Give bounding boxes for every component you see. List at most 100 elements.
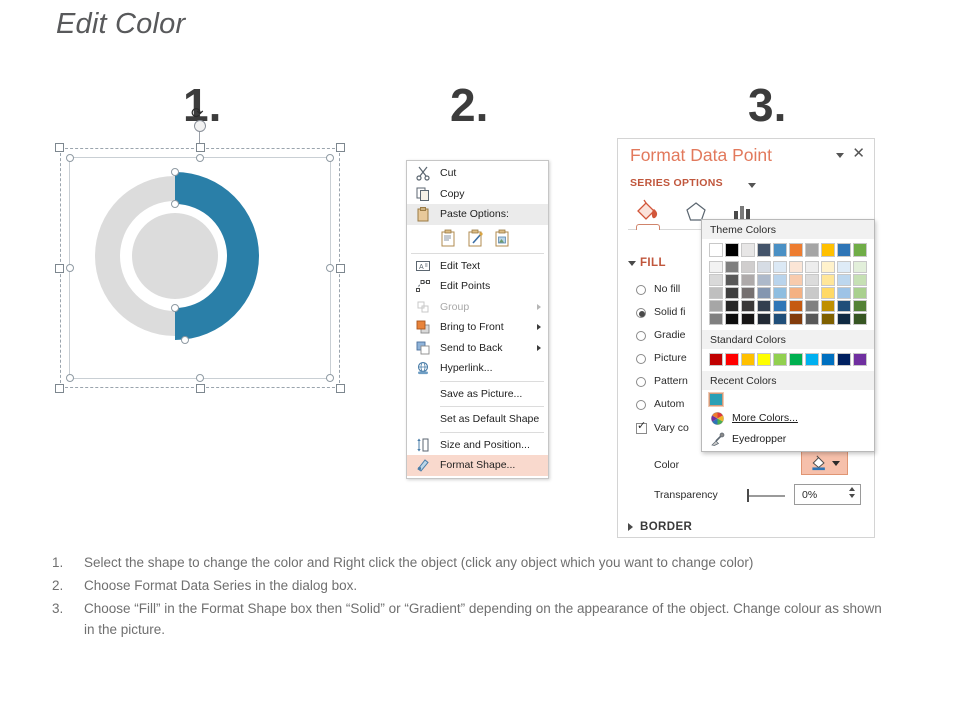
- radio-no-fill[interactable]: No fill: [636, 283, 680, 295]
- resize-handle-s[interactable]: [196, 384, 205, 393]
- color-swatch[interactable]: [709, 261, 723, 273]
- spinner-arrows[interactable]: [849, 487, 855, 498]
- more-colors-action[interactable]: More Colors...: [702, 408, 874, 429]
- paste-picture-icon[interactable]: [494, 229, 512, 247]
- chevron-down-icon[interactable]: [836, 153, 844, 158]
- color-swatch[interactable]: [757, 353, 771, 366]
- chevron-down-icon[interactable]: [628, 261, 636, 266]
- fill-section-header[interactable]: FILL: [640, 257, 666, 269]
- color-swatch[interactable]: [805, 274, 819, 286]
- resize-handle-e[interactable]: [336, 264, 345, 273]
- resize-handle-w[interactable]: [55, 264, 64, 273]
- color-swatch[interactable]: [789, 300, 803, 312]
- color-swatch[interactable]: [709, 287, 723, 299]
- radio-picture-fill[interactable]: Picture: [636, 352, 687, 364]
- color-swatch[interactable]: [725, 261, 739, 273]
- color-swatch[interactable]: [789, 274, 803, 286]
- color-swatch[interactable]: [709, 300, 723, 312]
- chevron-down-icon[interactable]: [831, 460, 840, 466]
- series-options-dropdown[interactable]: SERIES OPTIONS: [630, 177, 723, 189]
- doughnut-chart[interactable]: [87, 168, 287, 368]
- resize-handle-ne[interactable]: [336, 143, 345, 152]
- color-swatch[interactable]: [773, 243, 787, 257]
- standard-colors-row[interactable]: [702, 349, 874, 371]
- color-swatch[interactable]: [837, 261, 851, 273]
- menu-item-set-as-default-shape[interactable]: Set as Default Shape: [407, 409, 548, 430]
- menu-item-paste-options[interactable]: Paste Options:: [407, 204, 548, 225]
- color-swatch-row[interactable]: [709, 300, 874, 312]
- menu-item-bring-to-front[interactable]: Bring to Front: [407, 317, 548, 338]
- datapoint-handle-bottom-outer[interactable]: [181, 336, 189, 344]
- color-swatch[interactable]: [789, 261, 803, 273]
- paste-keep-source-formatting-icon[interactable]: [440, 229, 458, 247]
- radio-solid-fill[interactable]: Solid fi: [636, 306, 686, 318]
- chart-options-icon[interactable]: [728, 199, 756, 225]
- color-swatch[interactable]: [837, 353, 851, 366]
- color-swatch[interactable]: [853, 353, 867, 366]
- color-swatch[interactable]: [741, 274, 755, 286]
- menu-item-save-as-picture[interactable]: Save as Picture...: [407, 384, 548, 405]
- menu-item-edit-points[interactable]: Edit Points: [407, 276, 548, 297]
- color-picker-button[interactable]: [801, 451, 848, 475]
- radio-indicator[interactable]: [636, 285, 646, 295]
- color-swatch[interactable]: [725, 313, 739, 325]
- datapoint-handle-top-outer[interactable]: [171, 168, 179, 176]
- color-swatch[interactable]: [837, 287, 851, 299]
- inner-handle-ne[interactable]: [326, 154, 334, 162]
- color-swatch[interactable]: [725, 243, 739, 257]
- color-swatch[interactable]: [853, 274, 867, 286]
- color-swatch[interactable]: [789, 287, 803, 299]
- color-swatch-row[interactable]: [709, 243, 874, 257]
- inner-handle-n[interactable]: [196, 154, 204, 162]
- color-swatch[interactable]: [821, 313, 835, 325]
- color-swatch[interactable]: [853, 300, 867, 312]
- color-swatch[interactable]: [725, 274, 739, 286]
- menu-item-cut[interactable]: Cut: [407, 163, 548, 184]
- color-swatch[interactable]: [789, 243, 803, 257]
- resize-handle-n[interactable]: [196, 143, 205, 152]
- color-swatch[interactable]: [773, 274, 787, 286]
- color-swatch-row[interactable]: [709, 261, 874, 273]
- transparency-slider-handle[interactable]: [747, 489, 749, 502]
- color-swatch[interactable]: [837, 313, 851, 325]
- datapoint-handle-bottom-inner[interactable]: [171, 304, 179, 312]
- eyedropper-action[interactable]: Eyedropper: [702, 429, 874, 450]
- chevron-down-icon[interactable]: [748, 183, 756, 188]
- color-swatch[interactable]: [821, 274, 835, 286]
- radio-automatic-fill[interactable]: Autom: [636, 398, 684, 410]
- inner-handle-w[interactable]: [66, 264, 74, 272]
- color-swatch[interactable]: [853, 243, 867, 257]
- menu-item-size-and-position[interactable]: Size and Position...: [407, 435, 548, 456]
- color-swatch[interactable]: [757, 261, 771, 273]
- fill-bucket-icon[interactable]: [634, 197, 662, 223]
- theme-colors-grid[interactable]: [702, 239, 874, 330]
- color-swatch[interactable]: [821, 287, 835, 299]
- color-swatch[interactable]: [821, 353, 835, 366]
- close-icon[interactable]: ✕: [852, 145, 865, 162]
- color-swatch[interactable]: [773, 313, 787, 325]
- color-swatch[interactable]: [773, 300, 787, 312]
- color-swatch[interactable]: [741, 287, 755, 299]
- color-swatch[interactable]: [853, 261, 867, 273]
- color-swatch[interactable]: [789, 313, 803, 325]
- color-swatch[interactable]: [709, 274, 723, 286]
- color-swatch[interactable]: [709, 313, 723, 325]
- resize-handle-se[interactable]: [336, 384, 345, 393]
- inner-handle-sw[interactable]: [66, 374, 74, 382]
- color-swatch[interactable]: [805, 261, 819, 273]
- color-swatch-row[interactable]: [709, 287, 874, 299]
- color-swatch[interactable]: [757, 274, 771, 286]
- color-swatch[interactable]: [773, 261, 787, 273]
- radio-indicator[interactable]: [636, 354, 646, 364]
- color-swatch[interactable]: [853, 313, 867, 325]
- color-swatch[interactable]: [821, 243, 835, 257]
- radio-indicator[interactable]: [636, 331, 646, 341]
- menu-item-edit-text[interactable]: A Edit Text: [407, 256, 548, 277]
- color-swatch[interactable]: [821, 300, 835, 312]
- color-swatch[interactable]: [805, 353, 819, 366]
- color-swatch[interactable]: [757, 300, 771, 312]
- color-swatch[interactable]: [741, 261, 755, 273]
- color-swatch-row[interactable]: [709, 274, 874, 286]
- datapoint-handle-top-inner[interactable]: [171, 200, 179, 208]
- recent-colors-row[interactable]: [702, 390, 874, 408]
